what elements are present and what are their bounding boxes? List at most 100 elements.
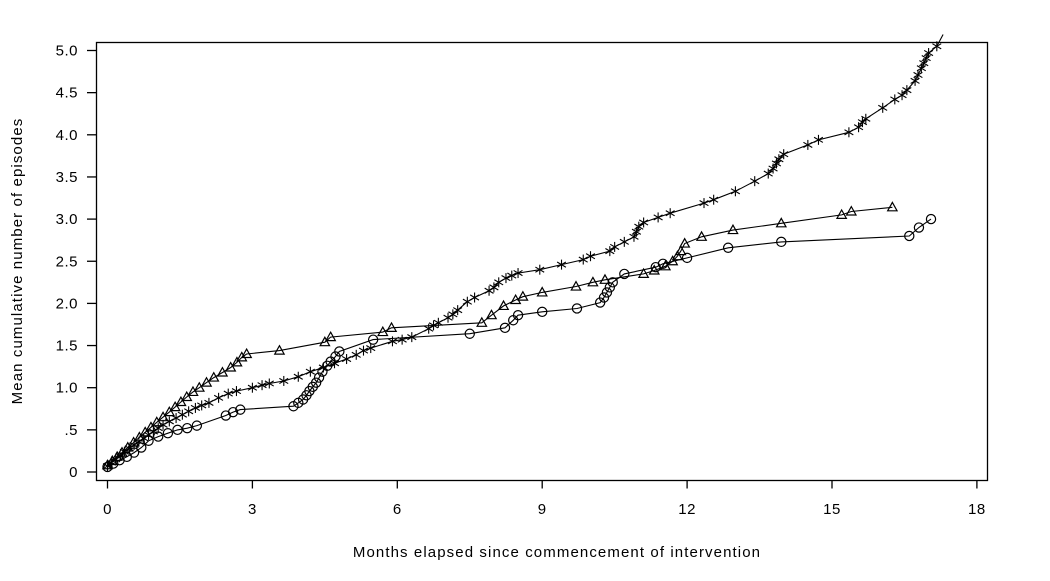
asterisk-marker	[106, 457, 117, 468]
asterisk-marker	[264, 378, 274, 389]
y-tick-label: 3.5	[56, 169, 78, 186]
triangle-marker	[324, 330, 337, 342]
triangle-marker	[151, 416, 163, 427]
triangle-marker	[675, 245, 687, 256]
asterisk-marker	[293, 371, 303, 382]
triangle-marker	[648, 264, 660, 275]
asterisk-marker	[190, 402, 201, 413]
circle-marker	[334, 346, 345, 357]
asterisk-marker	[501, 273, 511, 284]
asterisk-marker	[452, 305, 463, 316]
asterisk-marker	[115, 450, 125, 461]
asterisk-marker	[803, 139, 813, 150]
asterisk-marker	[407, 332, 417, 343]
asterisk-marker	[448, 309, 458, 320]
triangle-marker	[775, 217, 788, 228]
circle-series-line	[107, 218, 932, 468]
y-tick-label: 0	[69, 464, 78, 481]
y-tick-label: 1.0	[56, 380, 78, 397]
circle-series	[102, 213, 937, 473]
y-tick-label: 5.0	[56, 43, 78, 60]
triangle-marker	[476, 316, 488, 327]
asterisk-marker	[605, 246, 615, 257]
circle-marker	[657, 258, 669, 269]
triangle-marker	[659, 260, 672, 271]
asterisk-marker	[183, 406, 194, 417]
triangle-marker	[385, 321, 398, 332]
x-tick-label: 9	[538, 501, 547, 518]
triangle-marker	[208, 371, 220, 382]
asterisk-series-line	[107, 34, 944, 467]
asterisk-marker	[779, 149, 789, 160]
circle-marker	[227, 406, 239, 418]
triangle-marker	[193, 381, 205, 392]
triangle-marker	[319, 336, 331, 347]
x-tick-label: 3	[248, 501, 257, 518]
triangle-marker	[377, 325, 389, 337]
asterisk-marker	[730, 186, 741, 197]
triangle-marker	[671, 250, 684, 261]
triangle-marker	[517, 290, 529, 301]
axis-ticks: 0 .5 1.0 1.5 2.0 2.5 3.0 3.5 4.0 4.5 5.0 0 3 6 9 12 15 18	[56, 43, 986, 519]
circle-marker	[313, 372, 325, 383]
asterisk-marker	[513, 268, 523, 279]
asterisk-marker	[813, 134, 824, 145]
circle-marker	[681, 252, 693, 264]
triangle-marker	[886, 201, 899, 212]
asterisk-marker	[890, 94, 900, 105]
asterisk-marker	[387, 336, 398, 347]
asterisk-marker	[507, 270, 517, 281]
y-tick-label: 2.5	[56, 253, 78, 270]
circle-marker	[310, 377, 322, 388]
y-tick-label: 4.0	[56, 127, 78, 144]
asterisk-marker	[897, 90, 907, 101]
circle-marker	[499, 322, 511, 334]
asterisk-marker	[653, 212, 663, 223]
asterisk-marker	[231, 386, 242, 397]
circle-marker	[172, 424, 183, 436]
x-tick-label: 18	[968, 501, 986, 518]
circle-marker	[367, 334, 379, 345]
asterisk-marker	[329, 358, 340, 369]
triangle-marker	[637, 267, 650, 278]
triangle-marker	[200, 376, 213, 387]
asterisk-marker	[902, 85, 912, 96]
triangle-marker	[240, 347, 253, 359]
circle-marker	[571, 303, 583, 314]
asterisk-marker	[774, 154, 784, 165]
asterisk-marker	[708, 194, 719, 205]
asterisk-marker	[197, 400, 207, 411]
triangle-marker	[835, 208, 848, 219]
asterisk-marker	[318, 362, 329, 373]
asterisk-marker	[923, 48, 934, 59]
asterisk-marker	[665, 208, 675, 219]
asterisk-marker	[257, 380, 267, 391]
asterisk-marker	[844, 127, 854, 138]
x-tick-label: 6	[393, 501, 402, 518]
asterisk-marker	[213, 392, 224, 403]
x-tick-label: 0	[103, 501, 112, 518]
asterisk-marker	[535, 264, 545, 275]
y-axis-title: Mean cumulative number of episodes	[9, 118, 26, 405]
asterisk-marker	[638, 217, 649, 228]
asterisk-marker	[763, 168, 773, 179]
asterisk-marker	[699, 198, 709, 209]
y-tick-label: 2.0	[56, 295, 78, 312]
asterisk-marker	[634, 221, 644, 232]
triangle-marker	[845, 205, 858, 216]
asterisk-marker	[102, 461, 113, 472]
triangle-marker	[695, 230, 708, 241]
y-tick-label: 4.5	[56, 85, 78, 102]
asterisk-marker	[358, 345, 369, 356]
circle-marker	[464, 328, 475, 339]
triangle-marker	[273, 344, 286, 355]
triangle-marker	[599, 273, 611, 284]
asterisk-marker	[204, 397, 214, 408]
triangle-marker	[139, 426, 151, 437]
circle-marker	[913, 222, 925, 233]
asterisk-marker	[433, 317, 444, 328]
triangle-marker	[236, 351, 248, 362]
triangle-marker	[678, 237, 691, 248]
circle-marker	[607, 277, 618, 288]
